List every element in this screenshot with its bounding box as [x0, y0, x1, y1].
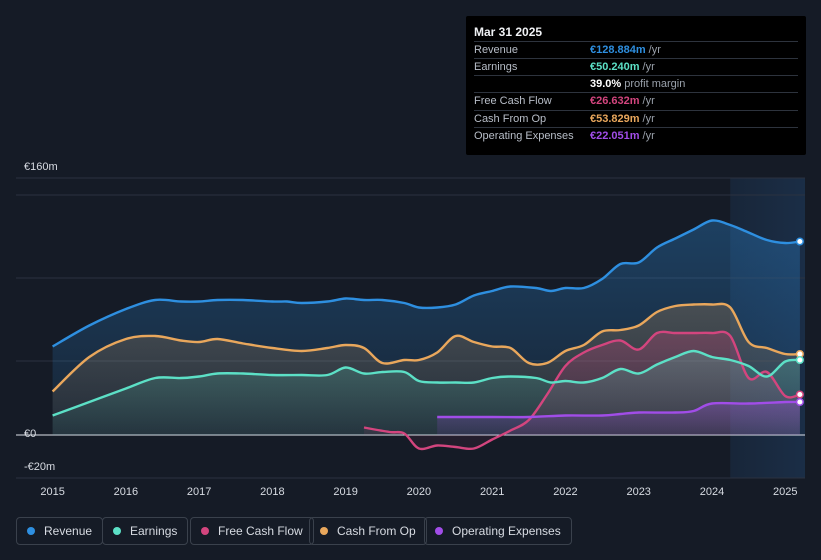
- x-tick-label: 2025: [773, 486, 797, 498]
- operating-expenses-line: [437, 400, 800, 419]
- tooltip-date: Mar 31 2025: [474, 25, 543, 39]
- legend-label: Cash From Op: [337, 524, 416, 538]
- legend-label: Operating Expenses: [452, 524, 561, 538]
- tooltip-label: Cash From Op: [474, 113, 547, 125]
- x-tick-label: 2018: [260, 486, 284, 498]
- legend-item-cash-from-op[interactable]: Cash From Op: [309, 517, 427, 545]
- tooltip-label: Operating Expenses: [474, 130, 574, 142]
- legend-item-revenue[interactable]: Revenue: [16, 517, 104, 545]
- y-tick-label: -€20m: [24, 461, 55, 473]
- free-cash-flow-end-point: [795, 390, 804, 399]
- tooltip-row-cash-from-op: Cash From Op €53.829m/yr: [474, 110, 798, 128]
- revenue-line: [52, 219, 801, 348]
- tooltip-row-earnings: Earnings €50.240m/yr: [474, 58, 798, 76]
- x-tick-label: 2023: [626, 486, 650, 498]
- legend-dot-icon: [320, 527, 328, 535]
- legend-label: Free Cash Flow: [218, 524, 303, 538]
- tooltip-value: €53.829m/yr: [590, 113, 655, 125]
- legend-dot-icon: [27, 527, 35, 535]
- earnings-end-point: [795, 355, 804, 365]
- legend-item-earnings[interactable]: Earnings: [102, 517, 189, 545]
- free-cash-flow-line: [363, 330, 801, 451]
- tooltip-value: 39.0% profit margin: [590, 78, 686, 90]
- tooltip-value: €50.240m/yr: [590, 61, 655, 73]
- x-tick-label: 2022: [553, 486, 577, 498]
- tooltip-row-revenue: Revenue €128.884m/yr: [474, 41, 798, 59]
- operating-expenses-end-point: [795, 397, 804, 407]
- legend-label: Earnings: [130, 524, 178, 538]
- tooltip-label: Free Cash Flow: [474, 95, 552, 107]
- legend-item-operating-expenses[interactable]: Operating Expenses: [424, 517, 572, 545]
- cash-from-op-line: [51, 302, 800, 393]
- x-tick-label: 2024: [700, 486, 724, 498]
- legend-dot-icon: [201, 527, 209, 535]
- legend-dot-icon: [435, 527, 443, 535]
- operating-expenses-area: [437, 401, 800, 435]
- legend-label: Revenue: [44, 524, 93, 538]
- tooltip-row-operating-expenses: Operating Expenses €22.051m/yr: [474, 127, 798, 145]
- legend-item-free-cash-flow[interactable]: Free Cash Flow: [190, 517, 314, 545]
- x-tick-label: 2019: [333, 486, 357, 498]
- tooltip-label: Revenue: [474, 44, 519, 56]
- y-tick-label: €0: [24, 428, 36, 440]
- x-tick-label: 2017: [187, 486, 211, 498]
- earnings-line: [52, 349, 801, 417]
- x-tick-label: 2020: [407, 486, 431, 498]
- x-tick-label: 2015: [40, 486, 64, 498]
- x-tick-label: 2021: [480, 486, 504, 498]
- tooltip-label: Earnings: [474, 61, 518, 73]
- tooltip-value: €128.884m/yr: [590, 44, 661, 56]
- revenue-end-point: [795, 237, 804, 246]
- tooltip-row-free-cash-flow: Free Cash Flow €26.632m/yr: [474, 92, 798, 110]
- x-tick-label: 2016: [114, 486, 138, 498]
- tooltip-row-profit-margin: 39.0% profit margin: [474, 75, 798, 93]
- legend-dot-icon: [113, 527, 121, 535]
- tooltip-value: €26.632m/yr: [590, 95, 655, 107]
- tooltip-panel: Mar 31 2025 Revenue €128.884m/yr Earning…: [466, 16, 806, 155]
- tooltip-value: €22.051m/yr: [590, 130, 655, 142]
- y-tick-label: €160m: [24, 161, 58, 173]
